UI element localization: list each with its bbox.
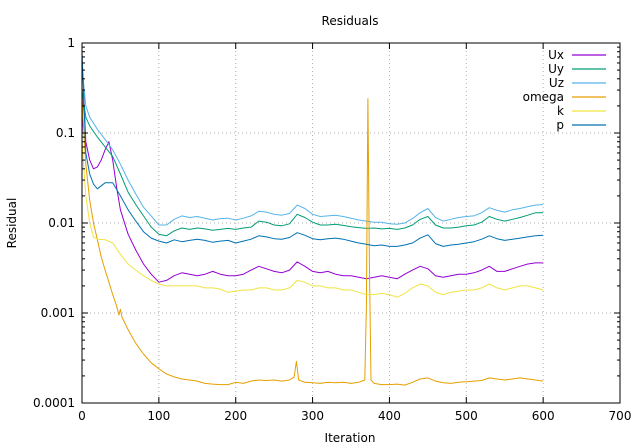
x-tick-label: 500	[455, 409, 478, 423]
y-axis-label: Residual	[5, 198, 19, 249]
legend-label-p: p	[556, 118, 564, 132]
legend-label-Uy: Uy	[548, 62, 564, 76]
y-tick-label: 0.01	[48, 216, 75, 230]
grid	[82, 43, 620, 403]
series-line-Uz	[81, 66, 544, 226]
x-tick-label: 600	[532, 409, 555, 423]
legend-label-Ux: Ux	[548, 48, 564, 62]
series-line-p	[81, 51, 544, 247]
y-tick-label: 1	[67, 36, 75, 50]
y-tick-label: 0.0001	[33, 396, 75, 410]
legend-label-Uz: Uz	[549, 76, 564, 90]
series-line-omega	[81, 97, 544, 386]
series-line-k	[81, 141, 544, 298]
series-line-Ux	[81, 89, 544, 283]
x-tick-label: 0	[78, 409, 86, 423]
x-tick-label: 700	[609, 409, 632, 423]
x-tick-label: 400	[378, 409, 401, 423]
chart-title: Residuals	[322, 14, 379, 28]
x-tick-label: 200	[224, 409, 247, 423]
axis-ticks: 0 100 200 300 400 500 600 700 0.0001 0.001 0.01 0.1…	[33, 36, 631, 423]
y-tick-label: 0.1	[56, 126, 75, 140]
x-axis-label: Iteration	[325, 431, 376, 445]
series-lines	[81, 51, 544, 386]
x-tick-label: 100	[147, 409, 170, 423]
y-tick-label: 0.001	[41, 306, 75, 320]
legend-label-omega: omega	[523, 90, 564, 104]
series-line-Uy	[81, 90, 544, 237]
legend-label-k: k	[557, 104, 564, 118]
x-tick-label: 300	[301, 409, 324, 423]
